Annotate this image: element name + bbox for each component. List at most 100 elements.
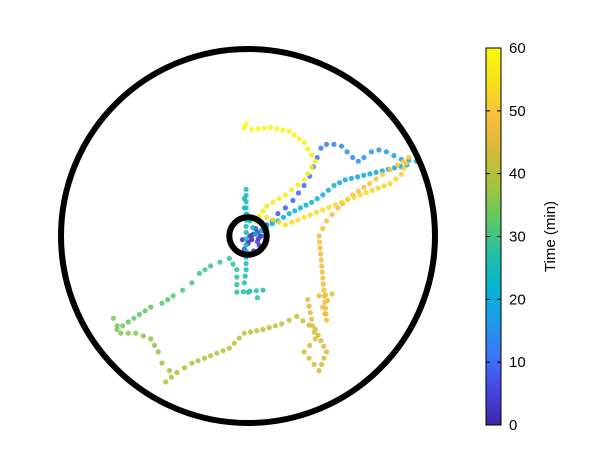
- trajectory-point: [305, 146, 311, 152]
- colorbar-tick-label: 10: [509, 354, 526, 371]
- trajectory-point: [309, 164, 315, 170]
- trajectory-point: [361, 154, 367, 161]
- trajectory-point: [241, 280, 247, 286]
- trajectory-point: [131, 315, 137, 321]
- trajectory-point: [189, 360, 195, 366]
- trajectory-point: [317, 239, 323, 245]
- trajectory-point: [309, 152, 315, 158]
- trajectory-point: [406, 154, 412, 161]
- trajectory-point: [270, 199, 276, 205]
- trajectory-point: [367, 181, 373, 187]
- trajectory-point: [387, 167, 393, 173]
- trajectory-point: [266, 325, 272, 331]
- trajectory-point: [254, 295, 260, 301]
- trajectory-point: [319, 361, 325, 367]
- trajectory-point: [323, 317, 330, 323]
- trajectory-point: [282, 222, 288, 228]
- trajectory-point: [383, 149, 389, 155]
- trajectory-point: [373, 176, 379, 182]
- trajectory-point: [257, 233, 263, 239]
- trajectory-point: [321, 355, 327, 361]
- trajectory-point: [398, 171, 404, 177]
- trajectory-point: [163, 379, 169, 385]
- trajectory-point: [320, 207, 326, 213]
- trajectory-point: [255, 126, 261, 132]
- trajectory-point: [264, 203, 270, 209]
- trajectory-point: [125, 319, 131, 325]
- trajectory-point: [270, 217, 276, 223]
- trajectory-point: [226, 345, 232, 351]
- trajectory-point: [140, 333, 146, 339]
- trajectory-point: [279, 321, 285, 327]
- trajectory-point: [301, 349, 307, 355]
- trajectory-point: [387, 181, 393, 187]
- trajectory-point: [241, 330, 247, 336]
- trajectory-point: [403, 160, 409, 166]
- trajectory-point: [401, 166, 407, 172]
- trajectory-point: [159, 360, 165, 366]
- trajectory-point: [234, 282, 240, 288]
- trajectory-point: [136, 311, 143, 318]
- trajectory-points: [110, 121, 419, 385]
- trajectory-point: [368, 149, 374, 155]
- trajectory-point: [361, 184, 367, 190]
- trajectory-point: [226, 255, 232, 261]
- trajectory-point: [240, 289, 246, 295]
- trajectory-point: [323, 141, 330, 147]
- trajectory-point: [380, 171, 386, 177]
- trajectory-point: [373, 169, 379, 175]
- trajectory-point: [314, 196, 320, 202]
- trajectory-point: [282, 205, 288, 211]
- trajectory-point: [338, 199, 345, 205]
- trajectory-point: [289, 187, 295, 193]
- trajectory-point: [305, 171, 311, 177]
- trajectory-point: [214, 350, 220, 356]
- trajectory-point: [274, 126, 280, 132]
- trajectory-point: [329, 291, 335, 297]
- trajectory-point: [321, 287, 327, 293]
- trajectory-point: [310, 323, 316, 329]
- trajectory-point: [323, 349, 330, 355]
- trajectory-point: [275, 211, 281, 217]
- trajectory-point: [305, 297, 311, 303]
- trajectory-point: [133, 330, 139, 336]
- trajectory-point: [301, 182, 307, 189]
- trajectory-point: [307, 310, 313, 316]
- trajectory-point: [250, 225, 256, 231]
- trajectory-point: [243, 192, 249, 198]
- trajectory-point: [148, 336, 154, 342]
- trajectory-point: [355, 158, 361, 164]
- colorbar-ticks: 0 10 20 30 40 50 60: [486, 40, 526, 434]
- trajectory-point: [282, 192, 288, 198]
- trajectory-point: [234, 274, 240, 280]
- trajectory-point: [307, 342, 313, 348]
- trajectory-point: [280, 127, 286, 133]
- trajectory-point: [276, 196, 282, 202]
- colorbar-tick-label: 0: [509, 417, 517, 434]
- trajectory-point: [361, 172, 367, 178]
- trajectory-point: [243, 229, 249, 236]
- trajectory-point: [242, 273, 248, 279]
- trajectory-point: [355, 174, 361, 180]
- trajectory-point: [286, 317, 292, 323]
- trajectory-point: [367, 171, 373, 177]
- trajectory-point: [295, 217, 301, 223]
- trajectory-point: [306, 355, 312, 361]
- trajectory-point: [280, 214, 287, 220]
- trajectory-point: [317, 245, 323, 251]
- trajectory-point: [316, 293, 322, 299]
- trajectory-point: [321, 343, 327, 349]
- colorbar-label: Time (min): [542, 201, 559, 272]
- trajectory-point: [118, 330, 124, 336]
- trajectory-point: [331, 141, 337, 147]
- trajectory-point: [344, 149, 350, 155]
- trajectory-point: [174, 369, 180, 376]
- trajectory-point: [165, 297, 171, 303]
- trajectory-point: [301, 214, 307, 220]
- trajectory-point: [195, 358, 201, 364]
- trajectory-point: [351, 194, 357, 200]
- trajectory-point: [295, 182, 301, 188]
- trajectory-point: [348, 175, 354, 181]
- trajectory-point: [363, 190, 369, 196]
- trajectory-point: [301, 177, 307, 183]
